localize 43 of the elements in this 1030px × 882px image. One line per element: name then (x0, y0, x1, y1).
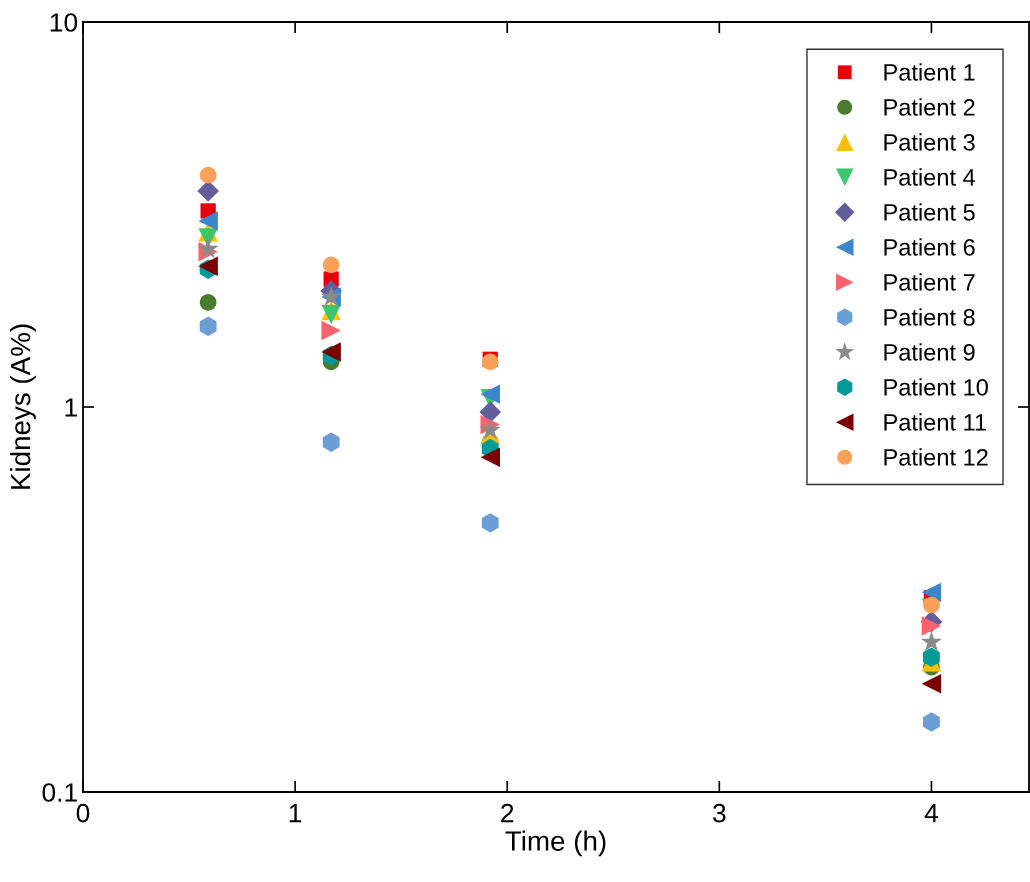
point (199, 316, 217, 337)
legend-label: Patient 4 (884, 168, 976, 186)
point (479, 419, 501, 440)
x-tick-label: 1 (289, 804, 302, 823)
x-tick-label: 0 (76, 803, 90, 823)
point (197, 180, 219, 202)
y-tick-label: 0.1 (42, 783, 77, 802)
point (479, 401, 502, 423)
legend-label: Patient 12 (884, 448, 988, 466)
y-axis-title: Kidneys (A%) (10, 324, 36, 489)
point (921, 616, 942, 636)
legend-label: Patient 2 (884, 98, 975, 116)
point (923, 596, 940, 614)
legend-label: Patient 3 (884, 133, 975, 151)
legend-label: Patient 9 (884, 343, 975, 361)
legend-label: Patient 1 (884, 63, 975, 81)
legend-label: Patient 8 (884, 308, 975, 326)
x-tick-label: 2 (501, 803, 514, 823)
point (321, 320, 341, 341)
x-tick-label: 3 (712, 803, 726, 823)
legend-label: Patient 6 (884, 238, 975, 256)
point (923, 647, 940, 667)
point (920, 631, 942, 652)
x-tick-label: 4 (924, 804, 938, 823)
point (199, 166, 217, 184)
legend-label: Patient 7 (884, 273, 975, 291)
point (921, 674, 942, 694)
point (923, 712, 940, 732)
y-tick-label: 1 (65, 398, 77, 417)
y-tick-label: 10 (50, 13, 78, 32)
point (480, 447, 500, 468)
point (921, 582, 942, 603)
point (322, 432, 340, 452)
x-axis-title: Time (h) (505, 830, 606, 857)
legend-label: Patient 5 (884, 203, 975, 221)
point (322, 256, 340, 274)
legend-label: Patient 11 (884, 413, 986, 431)
point (481, 353, 499, 371)
point (198, 211, 218, 231)
point (199, 294, 217, 311)
legend-label: Patient 10 (884, 378, 988, 396)
point (481, 513, 499, 533)
point (480, 384, 500, 404)
